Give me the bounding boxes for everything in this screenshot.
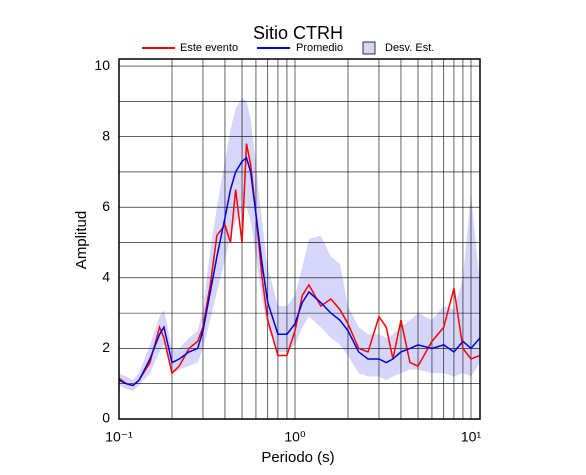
legend-swatch	[362, 41, 376, 55]
legend-label: Promedio	[296, 42, 343, 54]
y-tick-label: 0	[102, 410, 110, 426]
series-line	[118, 156, 481, 387]
plot-frame	[118, 58, 481, 420]
y-tick-label: 8	[102, 127, 110, 143]
y-tick-label: 2	[102, 339, 110, 355]
std-band	[119, 97, 480, 391]
y-tick-label: 10	[94, 57, 110, 73]
y-axis-label: Amplitud	[73, 211, 90, 269]
x-tick-label: 10⁻¹	[105, 429, 133, 445]
series-line	[118, 143, 481, 387]
x-axis-label: Periodo (s)	[261, 449, 334, 466]
legend-label: Este evento	[180, 42, 238, 54]
x-tick-label: 10¹	[461, 429, 482, 445]
x-tick-label: 10⁰	[284, 429, 306, 445]
y-tick-label: 4	[102, 269, 110, 285]
y-tick-label: 6	[102, 198, 110, 214]
chart-title: Sitio CTRH	[253, 23, 343, 43]
legend-label: Desv. Est.	[385, 42, 434, 54]
